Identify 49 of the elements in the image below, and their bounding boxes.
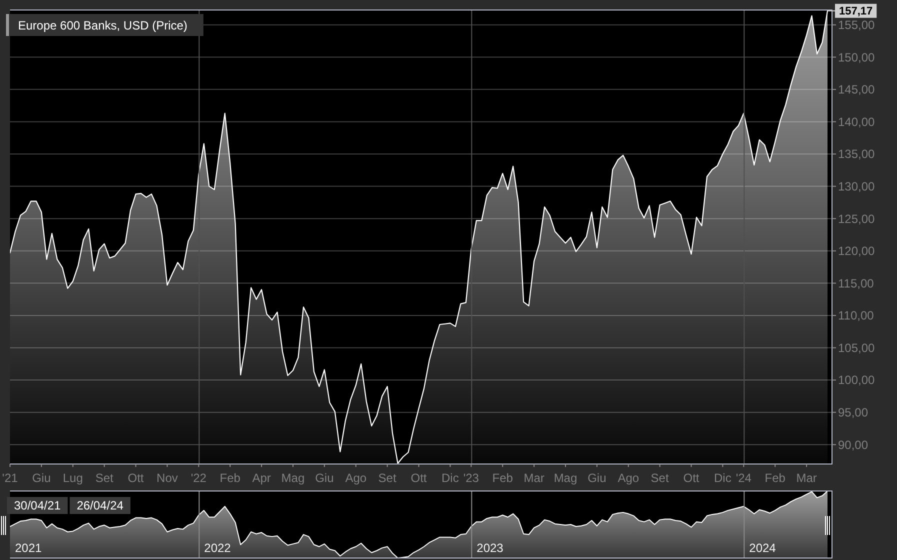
x-tick-label: Apr xyxy=(252,471,271,485)
ref-line-label: 2024 xyxy=(749,541,776,555)
x-tick-label: '24 xyxy=(736,471,752,485)
x-tick-label: Giu xyxy=(32,471,51,485)
x-tick-label: Feb xyxy=(220,471,241,485)
y-tick-label: 135,00 xyxy=(838,147,876,162)
x-tick-label: Mar xyxy=(796,471,817,485)
x-tick-label: Lug xyxy=(62,471,83,485)
x-tick-label: Dic xyxy=(714,471,732,485)
y-tick-label: 155,00 xyxy=(838,18,876,32)
x-tick-label: '23 xyxy=(463,471,480,485)
x-tick-label: Dic xyxy=(442,471,459,485)
ref-line-label: 2023 xyxy=(476,541,504,555)
x-tick-label: Ago xyxy=(345,471,367,485)
annotation: 157,17 xyxy=(838,6,873,18)
x-tick-label: Set xyxy=(95,471,114,485)
text: Europe 600 Banks, USD (Price) xyxy=(18,18,188,32)
x-tick-label: Ott xyxy=(410,471,428,485)
x-tick-label: Ago xyxy=(618,471,640,485)
y-tick-label: 120,00 xyxy=(838,244,876,258)
x-tick-label: Giu xyxy=(588,471,606,485)
x-tick-label: Mag xyxy=(281,471,305,485)
y-tick-label: 100,00 xyxy=(838,373,876,388)
y-tick-label: 110,00 xyxy=(838,308,874,323)
y-tick-label: 95,00 xyxy=(838,406,868,420)
y-tick-label: 130,00 xyxy=(838,180,876,194)
x-tick-label: Feb xyxy=(492,471,514,485)
x-tick-label: Mar xyxy=(524,471,544,485)
y-tick-label: 105,00 xyxy=(838,340,876,355)
annotation: 2021 xyxy=(15,541,42,555)
x-tick-label: Set xyxy=(650,471,670,485)
y-tick-label: 125,00 xyxy=(838,212,876,226)
x-tick-label: Set xyxy=(378,471,397,485)
x-tick-label: Giu xyxy=(315,471,334,485)
y-tick-label: 115,00 xyxy=(838,276,874,290)
x-tick-label: '21 xyxy=(2,471,18,485)
x-tick-label: Ott xyxy=(683,471,700,485)
y-tick-label: 140,00 xyxy=(838,114,876,129)
x-tick-label: Nov xyxy=(156,471,178,485)
x-tick-label: Ott xyxy=(128,471,144,485)
ref-line-label: 2022 xyxy=(204,541,232,555)
y-tick-label: 150,00 xyxy=(838,50,876,64)
x-tick-label: Feb xyxy=(764,471,786,485)
annotation: 26/04/24 xyxy=(76,498,124,512)
y-tick-label: 90,00 xyxy=(838,438,868,452)
annotation: 30/04/21 xyxy=(14,498,62,512)
x-tick-label: Mag xyxy=(554,471,578,485)
y-tick-label: 145,00 xyxy=(838,82,876,97)
x-tick-label: '22 xyxy=(190,471,207,485)
